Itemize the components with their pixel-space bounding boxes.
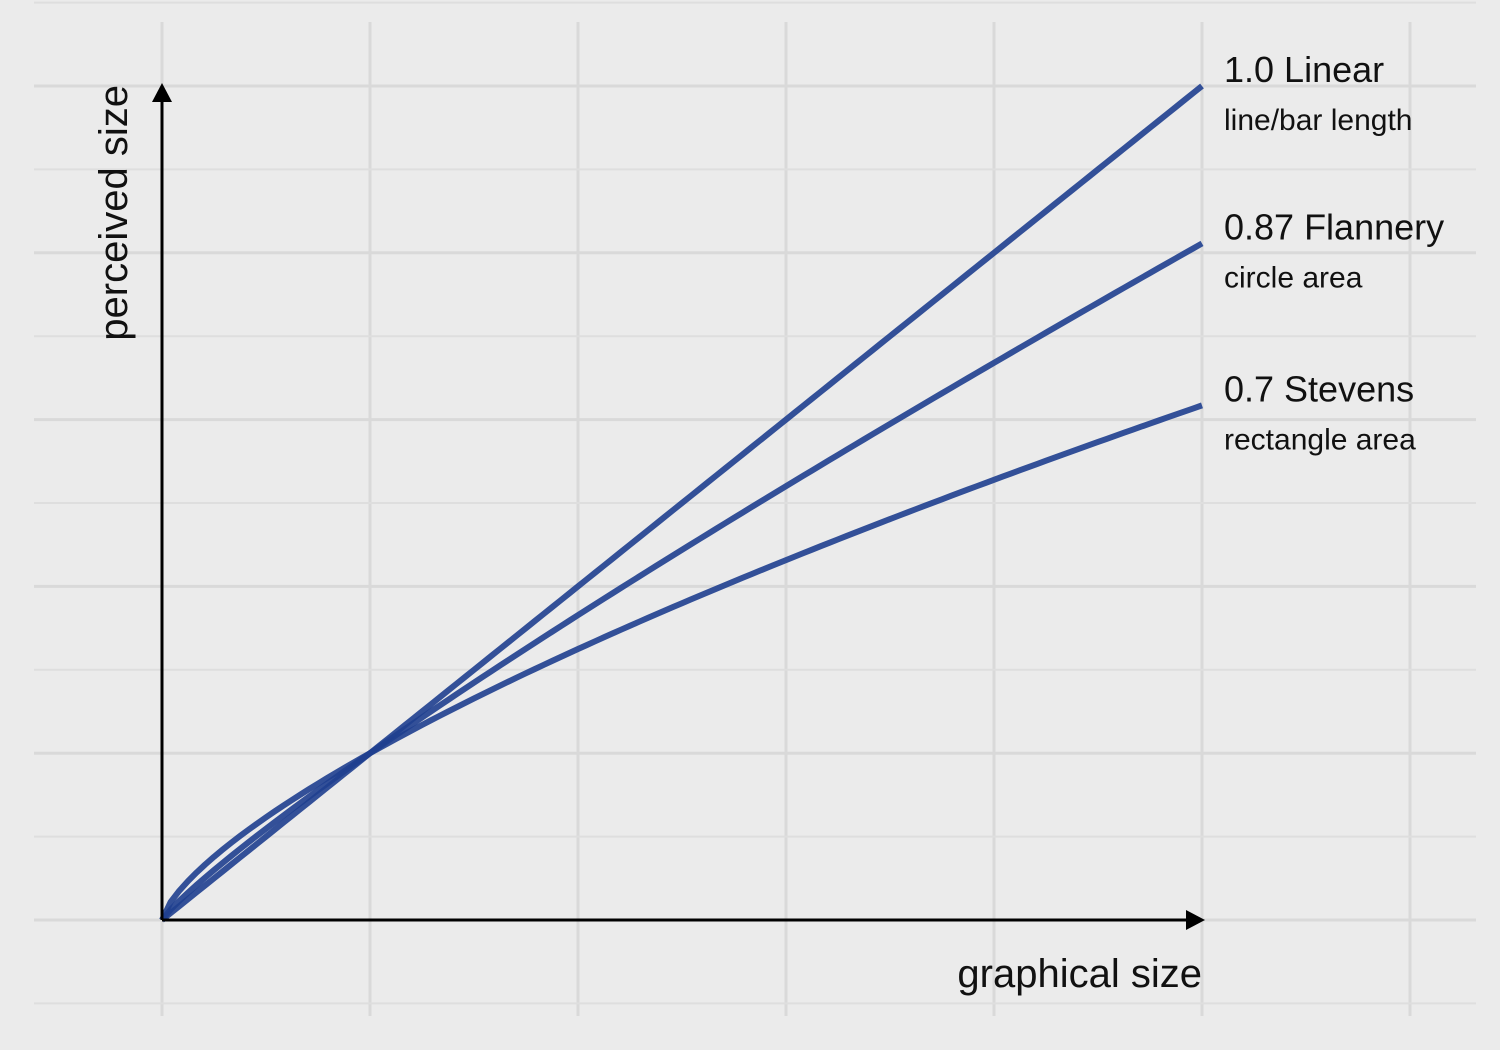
series-sublabel: line/bar length [1224, 104, 1412, 137]
series-label: 0.7 Stevens [1224, 368, 1414, 409]
series-lines [159, 83, 1204, 923]
grid-lines [34, 1, 1476, 1016]
series-sublabel: circle area [1224, 261, 1363, 294]
y-axis-arrow-icon [152, 83, 172, 102]
y-axis-title: perceived size [92, 85, 136, 341]
series-label: 0.87 Flannery [1224, 206, 1444, 247]
series-line-1 [159, 240, 1204, 922]
series-label: 1.0 Linear [1224, 49, 1384, 90]
series-labels: 1.0 Linear line/bar length 0.87 Flannery ci… [1224, 49, 1444, 456]
x-axis-title: graphical size [957, 952, 1202, 996]
axes [152, 83, 1205, 930]
x-axis-arrow-icon [1186, 910, 1205, 930]
series-line-2 [159, 402, 1203, 922]
series-sublabel: rectangle area [1224, 423, 1416, 456]
